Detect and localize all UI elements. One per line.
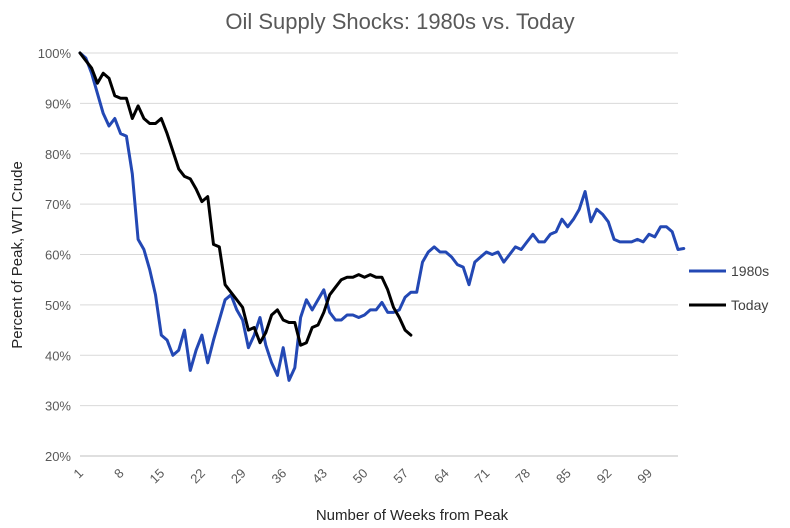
chart-title: Oil Supply Shocks: 1980s vs. Today: [225, 9, 574, 34]
x-tick-label: 8: [111, 466, 127, 482]
x-tick-label: 29: [228, 466, 249, 487]
x-tick-label: 64: [431, 466, 452, 487]
x-tick-label: 85: [553, 466, 574, 487]
y-tick-label: 90%: [45, 96, 71, 111]
x-tick-label: 15: [147, 466, 168, 487]
x-tick-label: 1: [70, 466, 86, 482]
legend: 1980s Today: [689, 263, 769, 313]
y-tick-label: 20%: [45, 449, 71, 464]
x-tick-label: 57: [390, 466, 411, 487]
x-tick-label: 78: [512, 466, 533, 487]
y-tick-label: 50%: [45, 298, 71, 313]
legend-label: 1980s: [731, 263, 769, 279]
y-tick-label: 60%: [45, 248, 71, 263]
series-line-1980s: [78, 51, 686, 382]
x-tick-label: 36: [268, 466, 289, 487]
y-tick-label: 100%: [38, 46, 72, 61]
y-axis-ticks: 20% 30% 40% 50% 60% 70% 80% 90% 100%: [38, 46, 72, 464]
x-tick-label: 99: [634, 466, 655, 487]
x-tick-label: 50: [350, 466, 371, 487]
x-tick-label: 43: [309, 466, 330, 487]
x-axis-ticks: 1 8 15 22 29 36 43 50 57 64 71 78 85 92 99: [70, 466, 655, 487]
y-tick-label: 70%: [45, 197, 71, 212]
y-tick-label: 40%: [45, 348, 71, 363]
y-tick-label: 30%: [45, 399, 71, 414]
x-tick-label: 71: [472, 466, 493, 487]
series-line-today: [78, 51, 413, 347]
x-tick-label: 22: [187, 466, 208, 487]
legend-label: Today: [731, 297, 768, 313]
series-lines: [78, 51, 686, 382]
x-tick-label: 92: [594, 466, 615, 487]
y-tick-label: 80%: [45, 147, 71, 162]
gridlines: [80, 52, 678, 407]
x-axis-label: Number of Weeks from Peak: [316, 507, 509, 524]
y-axis-label: Percent of Peak, WTI Crude: [9, 161, 26, 349]
